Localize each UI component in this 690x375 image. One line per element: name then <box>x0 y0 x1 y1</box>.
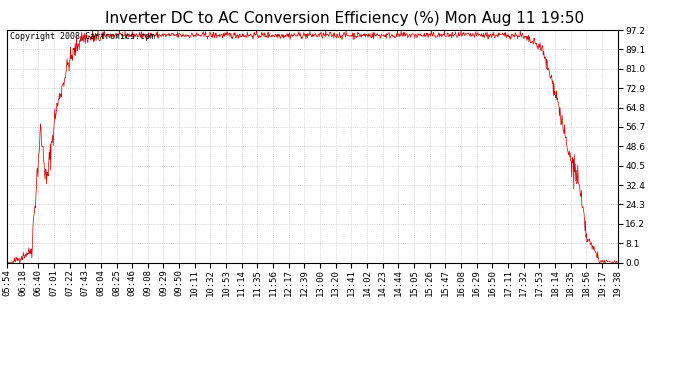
Text: Copyright 2008 Cartronics.com: Copyright 2008 Cartronics.com <box>10 32 155 41</box>
Text: Inverter DC to AC Conversion Efficiency (%) Mon Aug 11 19:50: Inverter DC to AC Conversion Efficiency … <box>106 11 584 26</box>
